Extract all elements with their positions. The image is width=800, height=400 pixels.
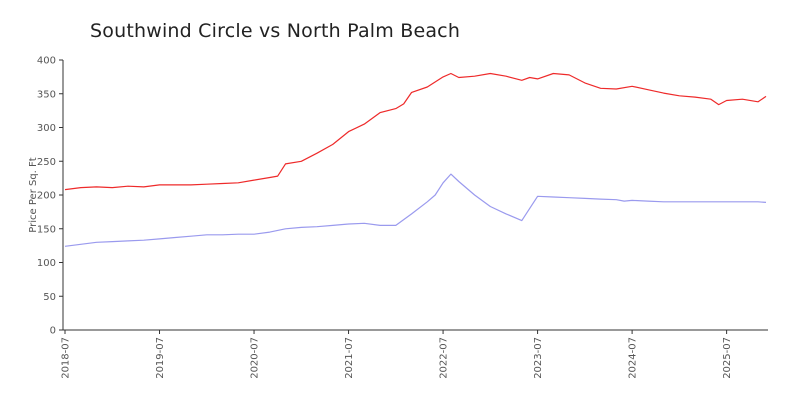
axes: [62, 60, 768, 331]
y-tick-label: 150: [37, 224, 56, 235]
chart-title: Southwind Circle vs North Palm Beach: [90, 20, 461, 42]
x-tick-label: 2025-07: [722, 337, 733, 379]
y-tick-label: 400: [37, 56, 56, 67]
y-tick-label: 50: [43, 292, 56, 303]
series: [64, 72, 767, 247]
x-tick-label: 2024-07: [628, 337, 639, 379]
y-ticks: 0 50 100 150 200 250 300 350 400: [37, 56, 63, 337]
y-axis-title: Price Per Sq. Ft: [28, 157, 39, 232]
series-line-blue: [64, 173, 767, 247]
y-tick-label: 350: [37, 89, 56, 100]
y-tick-label: 100: [37, 258, 56, 269]
x-tick-label: 2019-07: [155, 337, 166, 379]
x-tick-label: 2022-07: [439, 337, 450, 379]
y-tick-label: 300: [37, 123, 56, 134]
y-tick-label: 0: [50, 326, 56, 337]
x-tick-label: 2018-07: [61, 337, 72, 379]
x-ticks: 2018-07 2019-07 2020-07 2021-07 2022-07 2023-…: [61, 330, 733, 379]
y-tick-label: 250: [37, 157, 56, 168]
x-tick-label: 2023-07: [533, 337, 544, 379]
y-tick-label: 200: [37, 191, 56, 202]
x-tick-label: 2021-07: [344, 337, 355, 379]
x-tick-label: 2020-07: [250, 337, 261, 379]
series-line-red: [64, 72, 767, 191]
